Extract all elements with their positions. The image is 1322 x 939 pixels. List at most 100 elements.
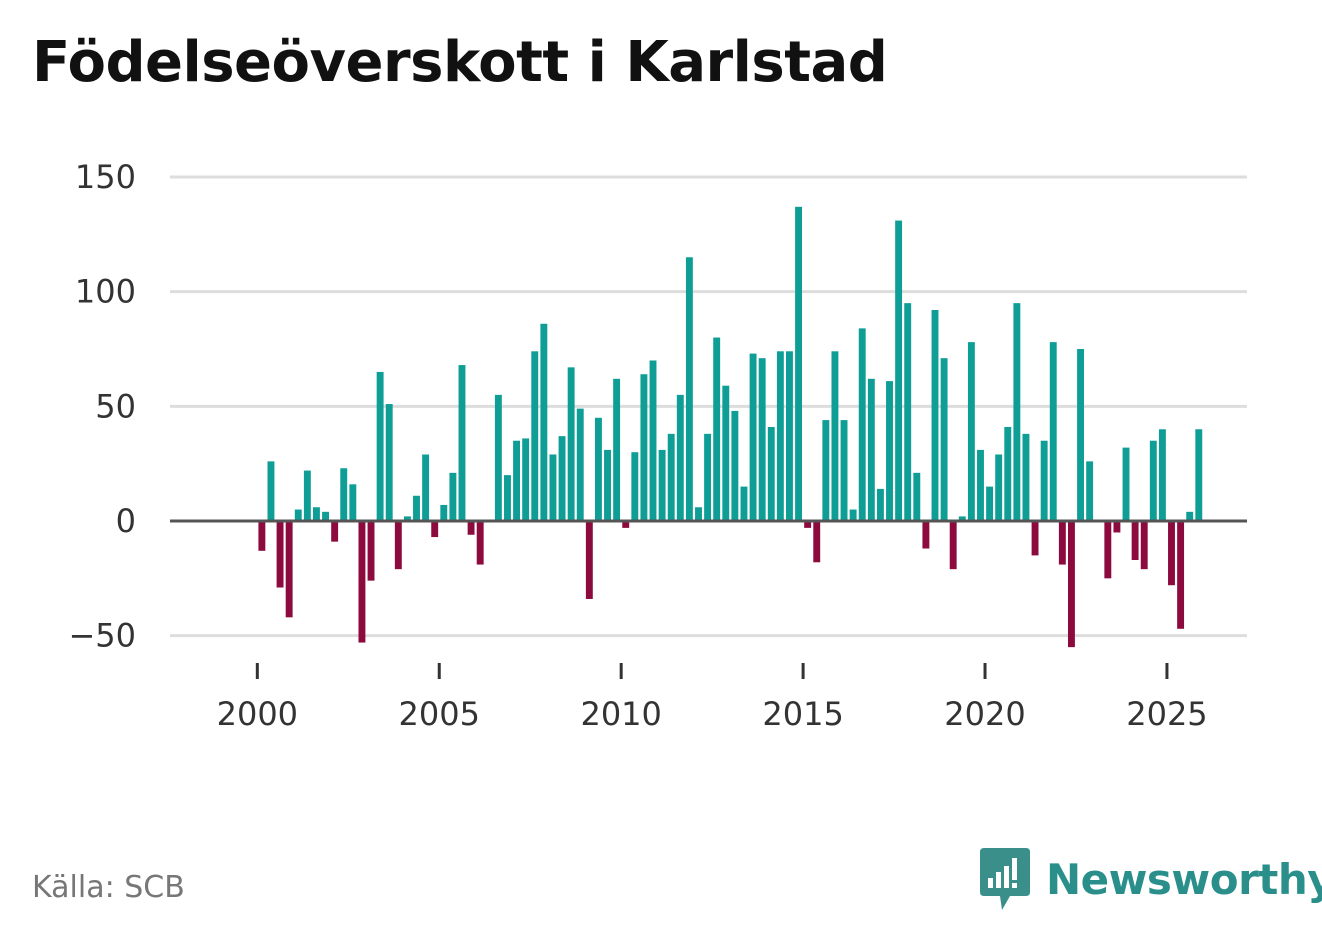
bar <box>849 509 857 521</box>
bar <box>740 486 748 521</box>
bar <box>312 507 320 521</box>
bar <box>940 358 948 521</box>
bar-chart: −50 0 50 100 150 2000 2005 2010 2015 2020 2025 <box>68 158 1247 733</box>
bar <box>704 433 712 521</box>
bar <box>340 468 348 521</box>
bar <box>585 521 593 599</box>
bar <box>813 521 821 563</box>
bar <box>822 420 830 521</box>
bar <box>576 408 584 521</box>
bar <box>494 394 502 521</box>
bar <box>858 328 866 521</box>
bar <box>1140 521 1148 570</box>
x-tick-label: 2000 <box>217 695 298 733</box>
bar <box>1122 447 1130 521</box>
bar <box>594 417 602 521</box>
bar <box>895 220 903 521</box>
bar <box>1004 426 1012 521</box>
bar <box>795 206 803 521</box>
x-tick-label: 2020 <box>944 695 1025 733</box>
bar <box>658 449 666 521</box>
bar <box>1049 342 1057 521</box>
bar <box>476 521 484 565</box>
bar <box>840 420 848 521</box>
bar <box>831 351 839 521</box>
bar <box>276 521 284 588</box>
bar <box>631 452 639 521</box>
bar <box>1131 521 1139 560</box>
bar <box>977 449 984 521</box>
bar <box>931 310 939 521</box>
bar <box>540 323 548 521</box>
bar <box>322 511 329 521</box>
bar <box>1067 521 1075 648</box>
bar <box>1104 521 1112 579</box>
bar <box>349 484 357 521</box>
chart-title: Födelseöverskott i Karlstad <box>32 30 888 95</box>
bar <box>713 337 721 521</box>
source-label: Källa: SCB <box>32 870 185 905</box>
bar <box>358 521 366 643</box>
bar <box>294 509 302 521</box>
bar <box>922 521 930 549</box>
bar <box>613 378 621 521</box>
bar <box>695 507 702 521</box>
bar <box>731 410 739 521</box>
bar <box>504 475 511 521</box>
bar <box>513 440 521 521</box>
bar <box>1040 440 1048 521</box>
bar <box>876 488 884 521</box>
bar <box>967 342 975 521</box>
bar <box>786 351 793 521</box>
bar <box>285 521 293 618</box>
bar <box>676 394 684 521</box>
bar <box>367 521 375 581</box>
bar <box>394 521 402 570</box>
bar <box>567 367 575 521</box>
bar <box>376 371 384 521</box>
bar <box>640 374 648 521</box>
bar <box>1086 461 1094 521</box>
bar <box>649 360 657 521</box>
brand-logo: Newsworthy <box>980 848 1322 910</box>
bar <box>440 504 448 521</box>
bar <box>1158 429 1166 521</box>
x-tick-label: 2005 <box>399 695 480 733</box>
bar <box>549 454 557 521</box>
bar <box>685 257 693 521</box>
bar <box>1058 521 1066 565</box>
bar <box>449 472 457 521</box>
y-tick-label: 50 <box>95 387 136 425</box>
x-tick-label: 2015 <box>762 695 843 733</box>
bar <box>767 426 775 521</box>
bar <box>1022 433 1030 521</box>
bar <box>776 351 784 521</box>
x-tick-label: 2025 <box>1126 695 1207 733</box>
brand-name: Newsworthy <box>1046 854 1322 904</box>
bar <box>431 521 439 538</box>
bar <box>1077 349 1084 521</box>
bar <box>886 381 893 521</box>
bar <box>1013 303 1021 521</box>
bar <box>913 472 921 521</box>
bar <box>467 521 475 535</box>
bar <box>385 404 393 521</box>
axis-labels: −50 0 50 100 150 2000 2005 2010 2015 2020 2025 <box>68 158 1207 733</box>
bar <box>758 358 766 521</box>
bar <box>1186 511 1194 521</box>
bar <box>804 521 812 528</box>
bar <box>749 353 757 521</box>
bar <box>1168 521 1175 586</box>
bar <box>667 433 675 521</box>
bar <box>958 516 966 521</box>
bar <box>558 436 566 521</box>
bar <box>1031 521 1039 556</box>
bar <box>949 521 957 570</box>
bar <box>867 378 875 521</box>
bar <box>422 454 430 521</box>
newsworthy-chat-bar-icon <box>980 848 1030 910</box>
x-tick-label: 2010 <box>580 695 661 733</box>
bar <box>331 521 339 542</box>
y-tick-label: 150 <box>75 158 136 196</box>
bar <box>1195 429 1203 521</box>
